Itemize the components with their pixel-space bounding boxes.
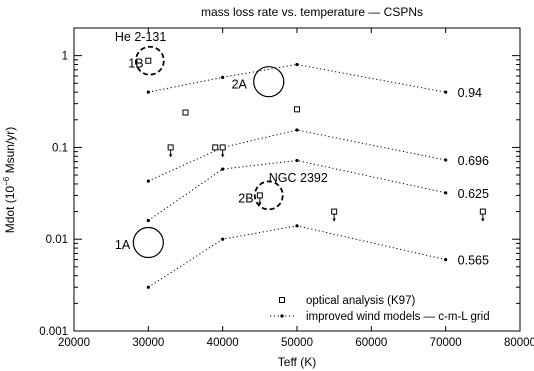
model-track-point [221, 237, 225, 241]
observed-point [256, 192, 263, 199]
y-axis-label-units: Msun/yr) [3, 127, 17, 177]
y-axis-label-exponent: −6 [2, 176, 11, 186]
y-tick-label: 0.01 [46, 234, 68, 246]
model-track-point [444, 90, 448, 94]
y-tick-label: 1 [62, 51, 68, 63]
upper-limit-arrowhead [332, 218, 336, 222]
observed-point [219, 144, 226, 151]
model-track-point [295, 224, 299, 228]
x-tick-label: 80000 [504, 337, 534, 349]
model-track-line [148, 63, 446, 93]
model-track-point [146, 285, 150, 289]
track-label: 0.565 [458, 254, 489, 268]
observed-point [182, 109, 189, 116]
model-track-point [295, 158, 299, 163]
track-label: 0.696 [458, 154, 489, 168]
model-track-point [146, 218, 150, 223]
upper-limit-arrowhead [481, 218, 485, 222]
observed-point [479, 208, 486, 215]
annotation-label: 1B [128, 57, 143, 71]
model-track-point [295, 62, 299, 67]
y-tick-label: 0.001 [39, 326, 68, 338]
x-tick-label: 60000 [355, 337, 387, 349]
model-track-point [295, 128, 299, 132]
observed-point [331, 208, 338, 215]
model-track-point [146, 179, 150, 183]
x-tick-label: 20000 [58, 337, 90, 349]
legend-label-optical: optical analysis (K97) [306, 295, 415, 307]
model-track-point [444, 257, 448, 262]
observed-point [294, 106, 300, 113]
annotation-label: He 2-131 [115, 30, 166, 44]
model-tracks: 0.94 0.696 0.625 0.565 [146, 62, 489, 289]
dashed-circle-marker [134, 45, 165, 76]
annotation-label: 2B [238, 192, 253, 206]
observed-points [145, 57, 486, 222]
observed-point [145, 57, 152, 64]
model-track-point [221, 75, 225, 79]
dashed-circle-marker [253, 180, 284, 211]
x-axis-label: Teff (K) [278, 355, 316, 369]
legend-label-wind-models: improved wind models — c-m-L grid [306, 311, 490, 323]
solid-circle-marker [253, 66, 285, 98]
model-track-line [148, 225, 446, 288]
y-tick-label: 0.1 [52, 142, 68, 154]
x-tick-label: 70000 [430, 337, 462, 349]
annotation-label: 1A [115, 238, 131, 252]
model-track-point [444, 158, 448, 162]
legend-line-dot [280, 314, 284, 318]
observed-point [212, 144, 219, 151]
y-axis-label: Mdot (10−6 Msun/yr) [2, 127, 17, 234]
upper-limit-arrowhead [168, 154, 173, 158]
x-tick-label: 40000 [207, 337, 239, 349]
annotations: He 2-131 1B 2A NGC 2392 2B 1A [115, 30, 328, 252]
model-track-line [148, 159, 446, 221]
model-track-point [444, 191, 448, 195]
model-track-point [221, 167, 225, 171]
annotation-label: NGC 2392 [269, 171, 328, 185]
annotation-label: 2A [232, 77, 248, 91]
legend: optical analysis (K97) improved wind mode… [270, 295, 490, 323]
chart-title: mass loss rate vs. temperature — CSPNs [201, 5, 423, 19]
track-label: 0.94 [458, 86, 482, 100]
model-track-point [146, 90, 150, 94]
observed-point [167, 144, 174, 151]
track-label: 0.625 [458, 187, 489, 201]
axis-ticks: 20000 30000 40000 50000 60000 70000 80000 0.001… [39, 28, 534, 349]
object-circles [132, 45, 285, 259]
x-tick-label: 50000 [281, 337, 313, 349]
x-tick-label: 30000 [132, 337, 164, 349]
y-axis-label-main: Mdot (10 [3, 186, 17, 234]
solid-circle-marker [132, 226, 164, 259]
upper-limit-arrowhead [258, 202, 262, 206]
upper-limit-arrowhead [220, 154, 225, 158]
legend-point-swatch [279, 297, 285, 303]
